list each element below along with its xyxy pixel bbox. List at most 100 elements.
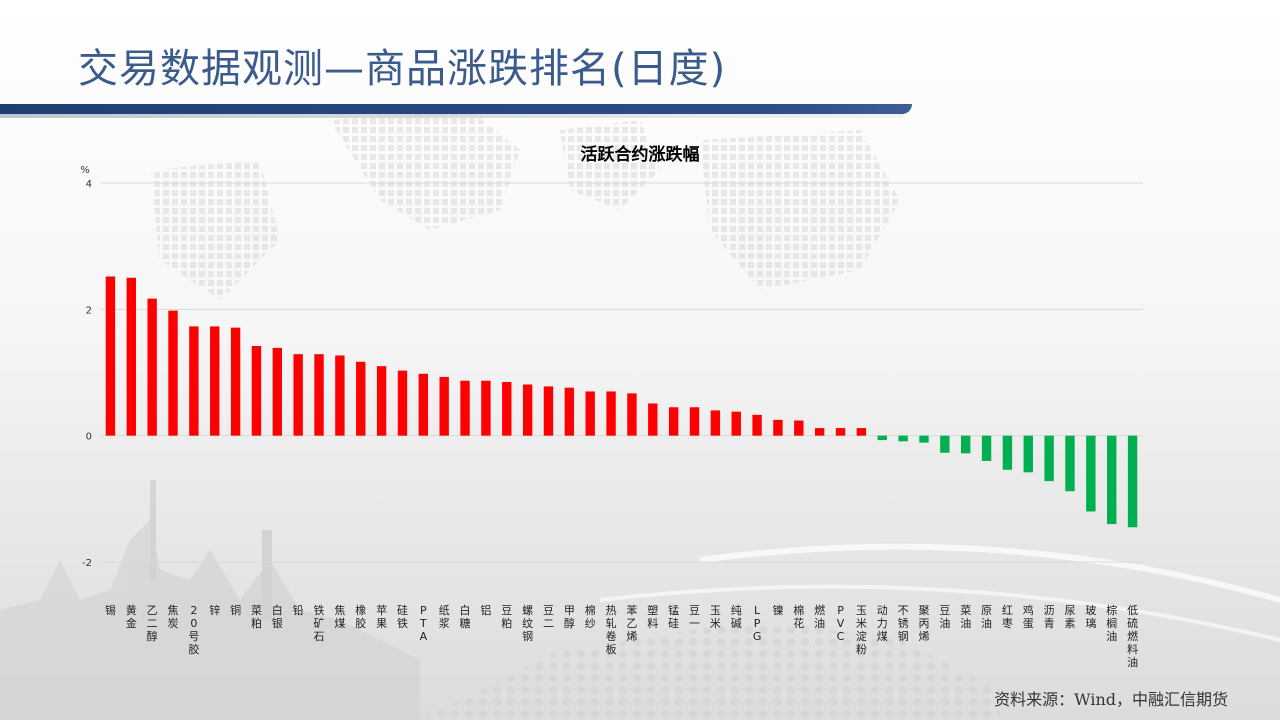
x-tick-label: 不锈钢 bbox=[898, 604, 909, 643]
bar bbox=[439, 376, 449, 436]
bar bbox=[376, 366, 387, 436]
x-tick-label: 菜粕 bbox=[251, 604, 262, 630]
city-skyline-decoration bbox=[0, 480, 420, 720]
x-tick-label: 动力煤 bbox=[877, 604, 888, 643]
x-tick-label: 尿素 bbox=[1064, 604, 1075, 630]
x-tick-label: 纯碱 bbox=[731, 604, 742, 630]
bars bbox=[105, 276, 1138, 528]
title-underline-shadow bbox=[0, 114, 904, 118]
x-tick-label: 鸡蛋 bbox=[1023, 603, 1034, 630]
bar bbox=[356, 361, 366, 436]
x-tick-label: 菜油 bbox=[960, 604, 971, 630]
bar bbox=[627, 393, 637, 436]
bar bbox=[585, 391, 595, 436]
bar bbox=[773, 419, 783, 436]
world-map-decoration bbox=[150, 110, 900, 300]
x-tick-label: 2 0 号胶 bbox=[188, 604, 199, 656]
bar bbox=[1023, 435, 1033, 473]
bar bbox=[210, 326, 220, 436]
x-tick-label: 豆一 bbox=[689, 604, 700, 630]
bar bbox=[898, 435, 908, 442]
x-tick-label: 锌 bbox=[209, 603, 220, 617]
x-tick-label: 豆粕 bbox=[501, 604, 512, 630]
bar bbox=[668, 407, 679, 436]
x-tick-label: 玉米淀粉 bbox=[856, 604, 867, 656]
x-tick-label: 焦煤 bbox=[334, 604, 345, 630]
bar bbox=[230, 327, 241, 436]
bar bbox=[502, 381, 512, 436]
chart-title: 活跃合约涨跌幅 bbox=[581, 144, 700, 165]
x-tick-label: 豆油 bbox=[939, 604, 950, 630]
bar bbox=[981, 435, 992, 461]
y-tick-label: -2 bbox=[82, 558, 92, 569]
x-tick-label: 锰硅 bbox=[668, 603, 679, 630]
source-note: 资料来源：Wind，中融汇信期货 bbox=[994, 690, 1228, 709]
bar bbox=[314, 354, 324, 436]
bar bbox=[335, 355, 345, 436]
bar bbox=[481, 380, 491, 436]
x-tick-label: 棕榈油 bbox=[1106, 603, 1117, 643]
x-tick-label: 铁矿石 bbox=[314, 604, 325, 643]
bar bbox=[418, 373, 429, 436]
bar bbox=[272, 347, 283, 436]
x-tick-label: 甲醇 bbox=[564, 604, 575, 630]
hexagon-pattern-decoration bbox=[420, 620, 1000, 720]
x-tick-label: 铅 bbox=[293, 603, 304, 617]
x-tick-label: 红枣 bbox=[1002, 604, 1013, 630]
bar bbox=[689, 407, 700, 436]
bar bbox=[794, 420, 804, 436]
x-tick-label: 塑料 bbox=[647, 603, 658, 630]
y-tick-label: 0 bbox=[86, 432, 92, 443]
x-tick-label: 沥青 bbox=[1044, 604, 1055, 630]
bar bbox=[522, 384, 533, 436]
x-tick-label: 聚丙烯 bbox=[918, 604, 929, 643]
y-tick-label: 2 bbox=[86, 305, 92, 316]
x-tick-label: 焦炭 bbox=[168, 604, 179, 630]
bar bbox=[856, 428, 867, 436]
x-tick-label: 苹果 bbox=[376, 603, 387, 630]
x-tick-label: 热轧卷板 bbox=[606, 604, 617, 656]
x-tick-label: 铝 bbox=[480, 603, 491, 617]
bar bbox=[168, 310, 178, 436]
bar bbox=[606, 391, 616, 436]
bar bbox=[147, 298, 157, 436]
y-tick-label: 4 bbox=[86, 179, 92, 190]
bar bbox=[1065, 435, 1075, 492]
x-tick-label: 铜 bbox=[230, 603, 241, 617]
bar bbox=[940, 435, 950, 453]
bar bbox=[1044, 435, 1054, 482]
bar bbox=[731, 411, 741, 436]
y-axis-ticks: -2 0 2 4 bbox=[82, 179, 92, 569]
bar bbox=[1107, 435, 1117, 525]
y-axis-unit-label: % bbox=[80, 165, 90, 176]
bar bbox=[397, 370, 408, 436]
x-tick-label: 苯乙烯 bbox=[626, 603, 637, 643]
x-tick-label: 玻璃 bbox=[1085, 604, 1096, 630]
title-underline-bar bbox=[0, 104, 912, 114]
x-tick-label: 乙二醇 bbox=[147, 604, 158, 643]
x-tick-label: 棉花 bbox=[793, 603, 804, 630]
x-tick-label: 螺纹钢 bbox=[522, 604, 533, 643]
x-tick-label: 燃油 bbox=[814, 603, 825, 630]
bar bbox=[251, 345, 262, 436]
bar bbox=[105, 276, 116, 436]
x-tick-label: 白银 bbox=[272, 603, 283, 630]
x-tick-label: 白糖 bbox=[460, 603, 471, 630]
bar bbox=[564, 387, 575, 436]
x-tick-label: 橡胶 bbox=[355, 604, 366, 630]
x-tick-label: 纸浆 bbox=[439, 604, 450, 630]
bar bbox=[1127, 435, 1138, 528]
bar bbox=[1086, 435, 1096, 512]
bar bbox=[835, 428, 846, 436]
bar bbox=[752, 414, 762, 436]
bar bbox=[877, 435, 887, 441]
x-tick-label: 镍 bbox=[772, 603, 783, 617]
x-axis-labels: 锡黄金乙二醇焦炭 2 0 号胶锌铜菜粕白银铅 铁矿石焦煤橡胶苹果硅铁 P T A 纸浆白糖铝 豆粕… bbox=[105, 603, 1138, 669]
bar bbox=[1002, 435, 1013, 470]
x-tick-label: 原油 bbox=[981, 604, 992, 630]
bar bbox=[543, 386, 554, 436]
